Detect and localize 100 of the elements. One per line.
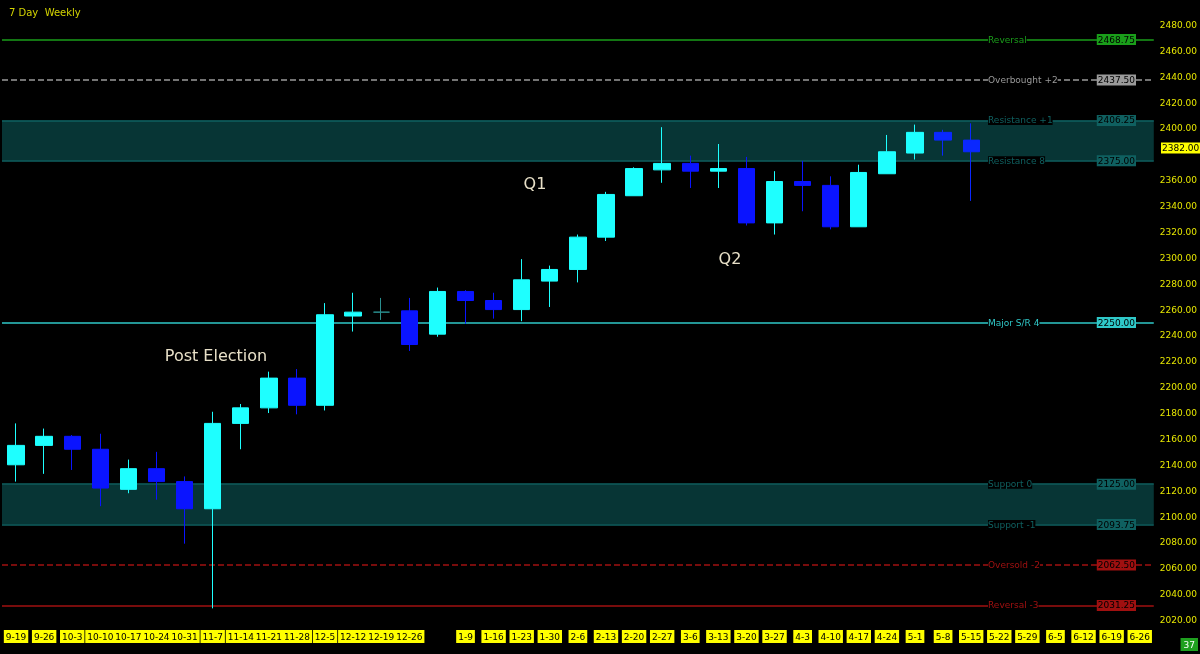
- x-tick-label: 10-3: [62, 631, 83, 642]
- candlestick: [120, 459, 137, 494]
- x-tick-label: 2-20: [623, 631, 645, 642]
- candlestick: [597, 191, 615, 242]
- ref-line-label: Reversal: [988, 34, 1027, 45]
- x-tick-label: 12-19: [368, 631, 395, 642]
- y-tick-label: 2140.00: [1159, 459, 1198, 470]
- y-tick-label: 2300.00: [1159, 252, 1198, 263]
- candlestick: [906, 124, 924, 161]
- text: 2382.00: [1162, 143, 1200, 153]
- x-tick-label: 12-12: [340, 631, 367, 642]
- candlestick: [148, 451, 165, 501]
- candlestick: [457, 289, 474, 325]
- ref-line-label: Support -1: [988, 519, 1036, 530]
- y-tick-label: 2280.00: [1159, 278, 1198, 289]
- annotation: 2093.75: [1097, 519, 1135, 530]
- annotation: 2437.50: [1097, 74, 1136, 85]
- x-tick-label: 9-26: [33, 631, 55, 642]
- x-tick-label: 4-3: [795, 631, 810, 642]
- y-tick-label: 2400.00: [1159, 123, 1198, 134]
- candlestick: [344, 292, 362, 333]
- candlestick: [766, 170, 783, 236]
- annotation: Q1: [523, 173, 547, 193]
- ref-line-label: Resistance +1: [988, 115, 1053, 126]
- x-tick-label: 10-10: [87, 631, 114, 642]
- annotation: 2062.50: [1097, 560, 1136, 571]
- x-tick-label: 10-17: [115, 631, 142, 642]
- annotation: 2125.00: [1097, 479, 1136, 490]
- y-tick-label: 2240.00: [1159, 330, 1198, 341]
- ref-line-label: Resistance 8: [988, 155, 1046, 166]
- annotation: 2468.75: [1097, 34, 1135, 45]
- y-tick-label: 2100.00: [1159, 511, 1198, 522]
- x-tick-label: 1-30: [539, 631, 561, 642]
- candlestick: [288, 368, 306, 415]
- x-tick-label: 2-6: [570, 631, 586, 642]
- y-tick-label: 2020.00: [1159, 615, 1198, 625]
- x-tick-label: 10-31: [171, 631, 198, 642]
- y-tick-label: 2460.00: [1159, 45, 1198, 56]
- x-tick-label: 3-27: [764, 631, 785, 642]
- x-tick-label: 5-1: [907, 631, 923, 642]
- candlestick: [878, 134, 896, 175]
- annotation: 2031.25: [1097, 600, 1135, 611]
- x-tick-label: 3-13: [708, 631, 729, 642]
- candlestick: [204, 411, 221, 609]
- x-tick-label: 11-21: [255, 631, 282, 642]
- ref-line-label: Oversold -2: [988, 560, 1040, 571]
- y-tick-label: 2260.00: [1159, 304, 1198, 315]
- ref-line-label: Major S/R 4: [988, 317, 1040, 328]
- x-tick-label: 2-27: [651, 631, 673, 642]
- x-tick-label: 5-29: [1017, 631, 1038, 642]
- x-tick-label: 11-28: [283, 631, 311, 642]
- candlestick: [569, 234, 587, 283]
- y-tick-label: 2080.00: [1159, 537, 1198, 548]
- candlestick: [7, 422, 25, 483]
- y-tick-label: 2160.00: [1159, 433, 1198, 444]
- x-tick-label: 6-5: [1048, 631, 1063, 642]
- annotation: 2375.00: [1097, 155, 1136, 166]
- candlestick: [176, 475, 193, 545]
- x-tick-label: 5-15: [960, 631, 982, 642]
- candlestick: [92, 433, 109, 507]
- x-tick-label: 3-6: [682, 631, 698, 642]
- candlestick: [401, 297, 418, 352]
- candlestick: [316, 302, 334, 411]
- annotation: Q2: [718, 248, 742, 268]
- candlestick: [653, 126, 671, 184]
- candlestick: [794, 160, 811, 212]
- y-tick-label: 2340.00: [1159, 201, 1198, 212]
- y-tick-label: 2040.00: [1159, 589, 1198, 600]
- candlestick: [682, 155, 699, 189]
- y-tick-label: 2060.00: [1159, 563, 1198, 574]
- annotation: 2406.25: [1097, 115, 1135, 126]
- candlestick: [963, 122, 980, 202]
- x-tick-label: 11-14: [227, 631, 255, 642]
- candlestick: [710, 143, 727, 189]
- y-tick-label: 2420.00: [1159, 97, 1198, 108]
- candlestick: [429, 287, 446, 338]
- candlestick: [64, 434, 81, 471]
- candlestick: [35, 428, 53, 475]
- candlestick: [541, 265, 558, 308]
- x-tick-label: 1-23: [511, 631, 532, 642]
- y-tick-label: 2320.00: [1159, 226, 1198, 237]
- text: 37: [1183, 639, 1195, 650]
- candlestick: [373, 297, 390, 321]
- y-tick-label: 2120.00: [1159, 485, 1198, 496]
- x-tick-label: 4-10: [820, 631, 842, 642]
- ref-line-label: Overbought +2: [988, 74, 1058, 85]
- x-tick-label: 1-9: [458, 631, 474, 642]
- x-tick-label: 5-22: [989, 631, 1010, 642]
- x-tick-label: 6-19: [1101, 631, 1123, 642]
- x-tick-label: 10-24: [143, 631, 170, 642]
- x-tick-label: 11-7: [202, 631, 223, 642]
- y-tick-label: 2440.00: [1159, 71, 1198, 82]
- y-tick-label: 2360.00: [1159, 175, 1198, 186]
- candlestick: [232, 403, 249, 450]
- candlestick: [738, 156, 755, 226]
- x-tick-label: 1-16: [483, 631, 505, 642]
- x-tick-label: 5-8: [935, 631, 951, 642]
- annotation: 2250.00: [1097, 317, 1136, 328]
- candlestick: [934, 129, 952, 157]
- y-tick-label: 2200.00: [1159, 382, 1198, 393]
